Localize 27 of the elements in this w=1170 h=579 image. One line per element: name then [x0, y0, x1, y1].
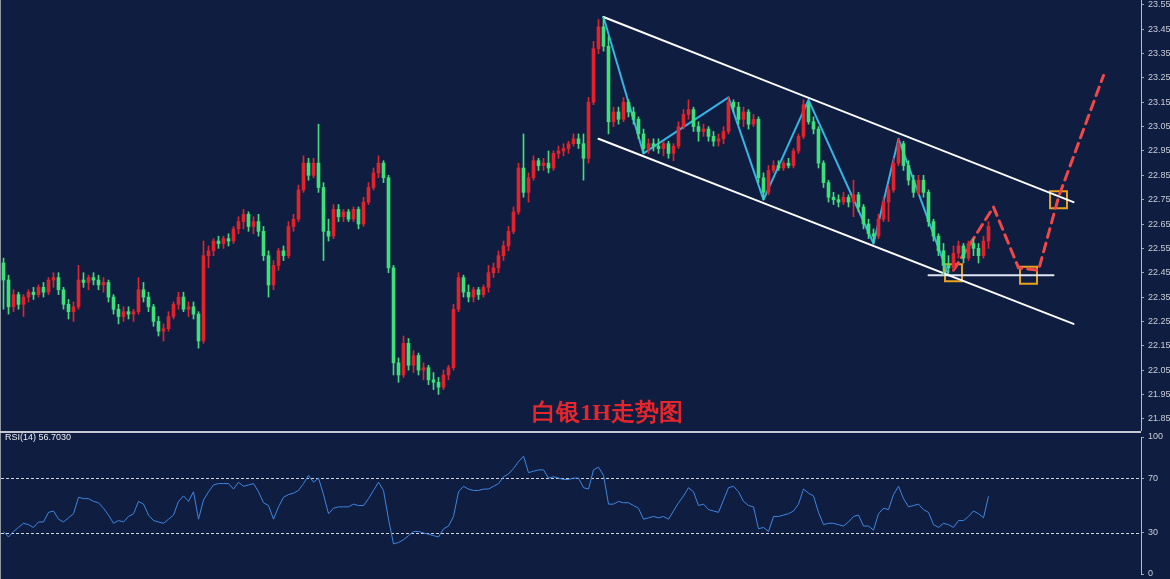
y-tick-label: 22.85 — [1148, 169, 1170, 180]
y-tick-label: 22.45 — [1148, 267, 1170, 278]
y-tick-label: 21.95 — [1148, 388, 1170, 399]
y-tick-label: 21.85 — [1148, 413, 1170, 424]
y-tick-label: 0 — [1148, 568, 1154, 579]
chart-title: RSI(14) 56.7030 — [5, 431, 72, 442]
y-tick-label: 70 — [1148, 472, 1159, 483]
point — [944, 263, 963, 283]
y-tick-label: 22.25 — [1148, 315, 1170, 326]
y-tick-label: 22.65 — [1148, 218, 1170, 229]
y-tick-label: 23.05 — [1148, 121, 1170, 132]
y-tick-label: 23.15 — [1148, 96, 1170, 107]
y-tick-label: 30 — [1148, 527, 1159, 538]
y-tick-label: 22.95 — [1148, 145, 1170, 156]
y-tick-label: 23.25 — [1148, 72, 1170, 83]
y-tick-label: 23.35 — [1148, 48, 1170, 59]
y-tick-label: 22.55 — [1148, 242, 1170, 253]
y-tick-label: 22.05 — [1148, 364, 1170, 375]
y-tick-label: 23.55 — [1148, 0, 1170, 10]
y-tick-label: 22.35 — [1148, 291, 1170, 302]
y-tick-label: 23.45 — [1148, 23, 1170, 34]
y-tick-label: 22.15 — [1148, 340, 1170, 351]
point — [1019, 265, 1038, 285]
point — [1049, 190, 1068, 210]
text: 白银1H走势图 — [532, 399, 683, 425]
y-tick-label: 22.75 — [1148, 194, 1170, 205]
y-tick-label: 100 — [1148, 431, 1164, 442]
